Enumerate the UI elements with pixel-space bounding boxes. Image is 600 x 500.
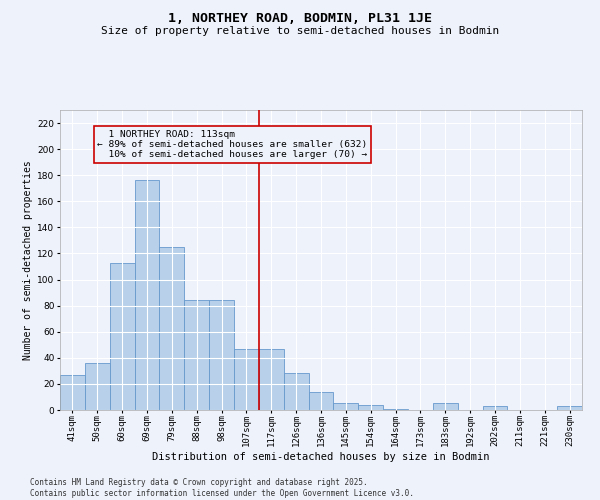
Text: Size of property relative to semi-detached houses in Bodmin: Size of property relative to semi-detach…	[101, 26, 499, 36]
Bar	[557, 406, 582, 410]
Bar	[134, 180, 160, 410]
Bar	[85, 363, 110, 410]
Bar	[259, 348, 284, 410]
Bar	[358, 405, 383, 410]
X-axis label: Distribution of semi-detached houses by size in Bodmin: Distribution of semi-detached houses by …	[152, 452, 490, 462]
Text: 1 NORTHEY ROAD: 113sqm
← 89% of semi-detached houses are smaller (632)
  10% of : 1 NORTHEY ROAD: 113sqm ← 89% of semi-det…	[97, 130, 368, 160]
Bar	[482, 406, 508, 410]
Bar	[110, 262, 134, 410]
Bar	[383, 408, 408, 410]
Bar	[160, 247, 184, 410]
Bar	[209, 300, 234, 410]
Bar	[234, 348, 259, 410]
Text: 1, NORTHEY ROAD, BODMIN, PL31 1JE: 1, NORTHEY ROAD, BODMIN, PL31 1JE	[168, 12, 432, 26]
Text: Contains HM Land Registry data © Crown copyright and database right 2025.
Contai: Contains HM Land Registry data © Crown c…	[30, 478, 414, 498]
Bar	[60, 375, 85, 410]
Y-axis label: Number of semi-detached properties: Number of semi-detached properties	[23, 160, 33, 360]
Bar	[433, 404, 458, 410]
Bar	[284, 374, 308, 410]
Bar	[308, 392, 334, 410]
Bar	[334, 404, 358, 410]
Bar	[184, 300, 209, 410]
